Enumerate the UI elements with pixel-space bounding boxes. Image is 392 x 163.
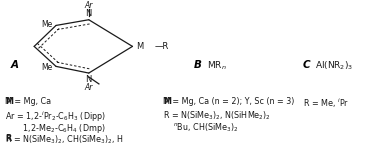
Text: $^n$Bu, CH(SiMe$_3$)$_2$: $^n$Bu, CH(SiMe$_3$)$_2$ (172, 122, 238, 134)
Text: Ar: Ar (85, 82, 93, 92)
Text: C: C (303, 60, 311, 70)
Text: A: A (11, 60, 19, 70)
Text: —R: —R (155, 42, 169, 51)
Text: N: N (85, 75, 92, 84)
Text: N: N (85, 9, 92, 18)
Text: M: M (136, 42, 143, 51)
Text: M = Mg, Ca: M = Mg, Ca (5, 97, 51, 106)
Text: B: B (194, 60, 202, 70)
Text: R = Me, $^i$Pr: R = Me, $^i$Pr (303, 97, 349, 110)
Text: R = N(SiMe$_3$)$_2$, N(SiHMe$_2$)$_2$: R = N(SiMe$_3$)$_2$, N(SiHMe$_2$)$_2$ (163, 109, 271, 122)
Text: Ar = 1,2-$^i$Pr$_2$-C$_6$H$_3$ (Dipp): Ar = 1,2-$^i$Pr$_2$-C$_6$H$_3$ (Dipp) (5, 109, 106, 124)
Text: M: M (5, 97, 13, 106)
Text: MR$_n$: MR$_n$ (207, 59, 227, 72)
Text: R = N(SiMe$_3$)$_2$, CH(SiMe$_3$)$_2$, H: R = N(SiMe$_3$)$_2$, CH(SiMe$_3$)$_2$, H (5, 134, 124, 147)
Text: Me: Me (41, 20, 52, 29)
Text: M = Mg, Ca (n = 2); Y, Sc (n = 3): M = Mg, Ca (n = 2); Y, Sc (n = 3) (163, 97, 294, 106)
Text: Ar: Ar (85, 1, 93, 10)
Text: R: R (5, 134, 11, 143)
Text: 1,2-Me$_2$-C$_6$H$_4$ (Dmp): 1,2-Me$_2$-C$_6$H$_4$ (Dmp) (5, 122, 106, 135)
Text: Al(NR$_2$)$_3$: Al(NR$_2$)$_3$ (315, 59, 353, 72)
Text: M: M (163, 97, 171, 106)
Text: Me: Me (41, 63, 52, 72)
